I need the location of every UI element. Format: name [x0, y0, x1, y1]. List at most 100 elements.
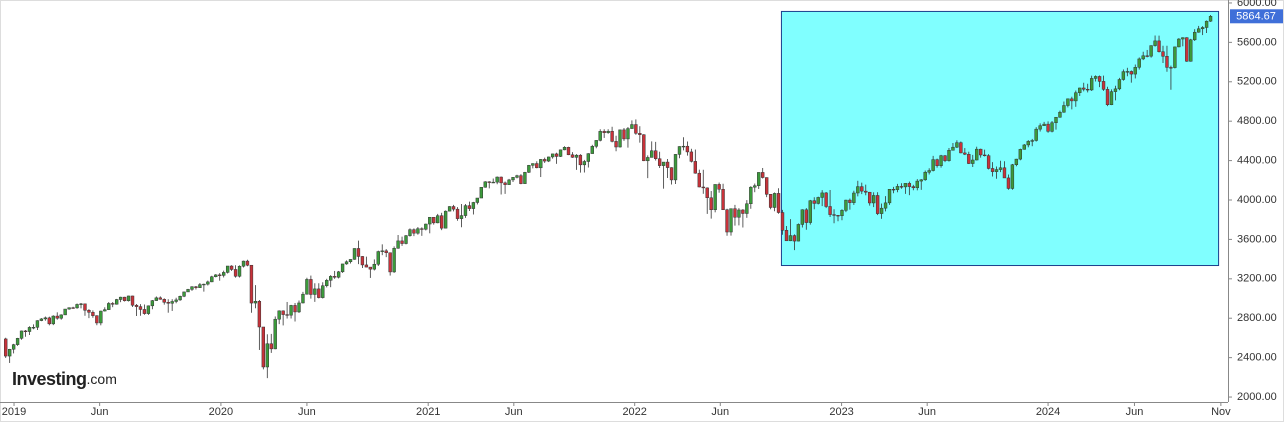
candle-body — [697, 172, 701, 188]
candle-body — [1014, 158, 1019, 165]
candle-body — [71, 307, 75, 309]
candle-body — [868, 191, 872, 204]
candle-body — [83, 303, 87, 311]
candle-body — [225, 265, 230, 273]
candle-body — [1026, 141, 1030, 146]
candle-body — [586, 153, 590, 162]
candle-body — [384, 250, 388, 253]
candle-body — [527, 165, 531, 173]
candle-body — [879, 207, 884, 214]
candle-body — [543, 159, 547, 162]
candle-body — [578, 154, 583, 166]
candle-body — [646, 157, 650, 162]
candle-body — [618, 129, 622, 148]
candle-body — [915, 180, 919, 189]
candle-body — [1101, 81, 1106, 90]
candle-body — [1030, 140, 1034, 142]
candle-body — [103, 309, 107, 312]
candle-body — [1034, 128, 1038, 141]
x-tick-label: Jun — [298, 406, 316, 418]
candle-body — [317, 288, 321, 298]
candle-body — [1022, 144, 1026, 150]
candle-body — [471, 202, 476, 209]
candle-body — [35, 320, 40, 328]
candle-body — [725, 209, 729, 233]
candle-body — [31, 327, 36, 329]
candle-body — [650, 150, 654, 158]
candle-body — [753, 185, 757, 188]
candle-body — [554, 153, 559, 157]
candle-body — [1066, 98, 1070, 106]
candle-body — [202, 283, 206, 286]
candle-body — [745, 203, 749, 214]
candle-body — [63, 308, 67, 316]
candle-body — [931, 159, 935, 171]
candle-body — [186, 289, 190, 293]
candle-body — [772, 193, 777, 208]
candle-body — [709, 197, 713, 211]
candle-body — [182, 291, 186, 297]
watermark-suffix: .com — [87, 371, 117, 387]
x-tick-label: 2021 — [416, 406, 440, 418]
candle-body — [860, 186, 864, 192]
candle-body — [237, 265, 242, 277]
candle-body — [808, 200, 812, 223]
candle-body — [281, 310, 285, 315]
candle-body — [332, 276, 337, 278]
candle-body — [919, 179, 923, 182]
candle-body — [420, 228, 424, 230]
candle-body — [222, 272, 226, 276]
candle-body — [895, 186, 900, 190]
candle-body — [903, 183, 908, 188]
candle-body — [824, 192, 828, 207]
x-tick-label: Jun — [1126, 406, 1144, 418]
candle-body — [400, 240, 404, 244]
candle-body — [1105, 89, 1110, 105]
candle-body — [729, 208, 733, 233]
candle-body — [126, 295, 131, 302]
candle-body — [447, 206, 452, 212]
candle-body — [967, 154, 971, 164]
y-tick-label: 3200.00 — [1237, 273, 1277, 285]
candle-body — [1113, 88, 1118, 92]
candle-body — [269, 343, 273, 350]
candle-body — [764, 177, 769, 195]
candle-body — [1204, 20, 1209, 28]
candle-body — [531, 163, 535, 166]
candle-body — [459, 215, 464, 219]
candle-body — [1141, 55, 1145, 60]
candle-body — [606, 130, 610, 133]
candle-body — [1157, 40, 1161, 52]
candle-body — [899, 186, 904, 188]
candle-body — [519, 175, 523, 184]
candle-body — [721, 189, 725, 211]
candle-body — [1046, 123, 1050, 132]
candle-body — [622, 129, 626, 140]
candle-body — [535, 163, 539, 169]
candle-body — [1086, 89, 1090, 91]
candle-body — [305, 279, 309, 295]
candle-body — [285, 314, 289, 316]
candle-body — [1010, 164, 1015, 189]
candle-body — [642, 134, 646, 162]
candle-body — [424, 223, 428, 230]
candle-body — [713, 184, 717, 211]
candle-body — [432, 216, 436, 224]
candle-body — [336, 271, 341, 278]
candle-body — [1193, 31, 1197, 41]
candle-body — [1089, 78, 1094, 91]
y-tick-label: 4000.00 — [1237, 194, 1277, 206]
candle-body — [118, 296, 123, 300]
candle-body — [626, 128, 630, 140]
last-price-tag — [1230, 9, 1283, 24]
x-tick-label: 2023 — [829, 406, 853, 418]
candle-body — [75, 304, 79, 309]
y-tick-label: 6000.00 — [1237, 0, 1277, 9]
candle-body — [717, 184, 721, 190]
candle-body — [344, 261, 349, 265]
candle-body — [79, 303, 83, 305]
x-tick-label: 2022 — [622, 406, 646, 418]
candle-body — [955, 142, 959, 148]
candle-body — [614, 141, 618, 148]
candle-body — [265, 343, 269, 368]
